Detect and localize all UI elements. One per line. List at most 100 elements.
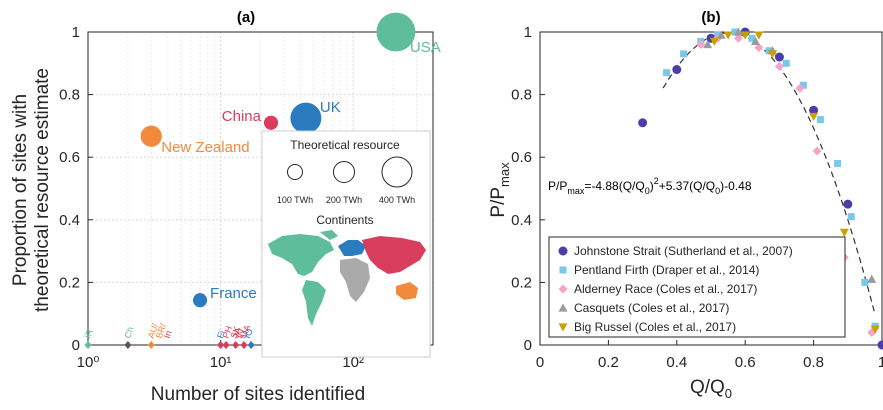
legend-marker (558, 323, 568, 332)
panel-b-legend: Johnstone Strait (Sutherland et al., 200… (548, 236, 846, 338)
panel-a-zero-markers (84, 341, 255, 349)
point-china (263, 115, 279, 130)
map-oceania (396, 282, 418, 300)
legend-marker (558, 303, 568, 312)
panel-b-label: (b) (701, 9, 720, 26)
data-point-series-2 (696, 40, 706, 50)
site-label: BR/ (154, 322, 169, 340)
zero-marker (222, 341, 230, 349)
data-point-series-4 (839, 228, 849, 237)
data-point-series-4 (740, 31, 750, 40)
zero-marker (147, 341, 155, 349)
data-point-series-4 (870, 325, 880, 334)
legend-marker (558, 284, 568, 294)
panel-b-x-axis-label: Q/Q0 (690, 377, 732, 401)
zero-marker (84, 341, 92, 349)
data-point-series-1 (861, 278, 869, 286)
y-tick-label: 1 (524, 24, 532, 41)
point-france (192, 293, 208, 308)
panel-b: (b) 0 0.2 0.4 0.6 0.8 1 0 0.2 0.4 0.6 0.8 1 P/Pmax=… (488, 9, 883, 401)
legend-size-label-400: 400 TWh (379, 195, 415, 205)
panel-a-axes-box (87, 31, 434, 346)
x-tick-label: 1 (878, 354, 883, 371)
legend-size-small (287, 164, 303, 180)
site-label: IR (82, 327, 95, 339)
point-label: China (222, 108, 262, 125)
map-africa (340, 258, 370, 302)
legend-label: Big Russel (Coles et al., 2017) (574, 320, 736, 334)
site-label: Fi (215, 329, 227, 339)
data-point-series-1 (799, 81, 807, 89)
zero-marker (240, 341, 248, 349)
y-tick-label: 0.2 (59, 274, 80, 291)
legend-entries: Johnstone Strait (Sutherland et al., 200… (558, 244, 793, 334)
panel-a: (a) 10⁰ 10¹ 10² 0 0.2 0.4 0.6 0.8 1 USA UK China Ne… (10, 9, 441, 405)
map-asia (362, 236, 426, 274)
data-point-series-1 (847, 213, 855, 221)
data-point-series-3 (733, 27, 743, 36)
x-tick-label: 10¹ (210, 354, 232, 371)
legend-title: Theoretical resource (290, 138, 400, 152)
legend-marker (559, 266, 567, 274)
y-tick-label: 0 (72, 337, 80, 354)
zero-marker (217, 341, 225, 349)
panel-b-points (638, 27, 883, 350)
data-point-series-0 (672, 65, 682, 75)
legend-map-title: Continents (316, 213, 373, 227)
site-label: IN (234, 328, 246, 340)
zero-marker (232, 341, 240, 349)
point-label: USA (410, 39, 441, 56)
legend-size-medium (333, 161, 355, 183)
data-point-series-2 (812, 146, 822, 156)
continents-map (268, 230, 426, 326)
data-point-series-0 (638, 118, 648, 128)
site-label: IO (242, 327, 255, 339)
point-label: France (210, 285, 257, 302)
data-point-series-1 (816, 116, 824, 124)
data-point-series-2 (774, 61, 784, 71)
zero-marker (247, 341, 255, 349)
site-label: MA (238, 324, 252, 340)
legend-label: Pentland Firth (Draper et al., 2014) (574, 263, 759, 277)
data-point-series-1 (663, 69, 671, 77)
y-tick-label: 0.2 (511, 274, 532, 291)
x-tick-label: 10⁰ (77, 354, 100, 371)
data-point-series-4 (723, 31, 733, 40)
y-tick-label: 0.8 (511, 87, 532, 104)
y-tick-label: 0.8 (59, 87, 80, 104)
site-label: PH (221, 325, 235, 340)
point-label: UK (320, 99, 341, 116)
data-point-series-2 (795, 83, 805, 93)
x-tick-label: 10² (342, 354, 364, 371)
panel-a-label: (a) (237, 9, 255, 26)
data-point-series-4 (754, 31, 764, 40)
data-point-series-4 (709, 37, 719, 46)
point-label: New Zealand (161, 139, 249, 156)
map-south-america (302, 280, 326, 326)
fit-equation: P/Pmax=-4.88(Q/Q0)2+5.37(Q/Q0)-0.48 (548, 176, 752, 196)
site-label: JA (230, 326, 243, 339)
legend-size-large (381, 156, 413, 188)
legend-label: Johnstone Strait (Sutherland et al., 200… (574, 244, 793, 258)
panel-b-axes-box (539, 31, 883, 346)
y-tick-label: 0 (524, 337, 532, 354)
data-point-series-1 (782, 59, 790, 67)
y-tick-label: 0.6 (511, 149, 532, 166)
data-point-series-2 (754, 43, 764, 53)
data-point-series-0 (843, 199, 853, 209)
y-tick-label: 0.6 (59, 149, 80, 166)
site-label: In (162, 329, 174, 339)
x-tick-label: 0.2 (598, 354, 619, 371)
point-uk (290, 102, 322, 134)
panel-a-y-axis-label: Proportion of sites withtheoretical reso… (10, 68, 53, 312)
panel-a-legend: Theoretical resource 100 TWh 200 TWh 400… (261, 130, 431, 358)
zero-marker (124, 341, 132, 349)
data-point-series-2 (733, 33, 743, 43)
legend-size-label-100: 100 TWh (277, 195, 313, 205)
point-usa (376, 12, 416, 52)
x-tick-label: 0 (536, 354, 544, 371)
data-point-series-1 (748, 34, 756, 42)
data-point-series-4 (768, 50, 778, 59)
